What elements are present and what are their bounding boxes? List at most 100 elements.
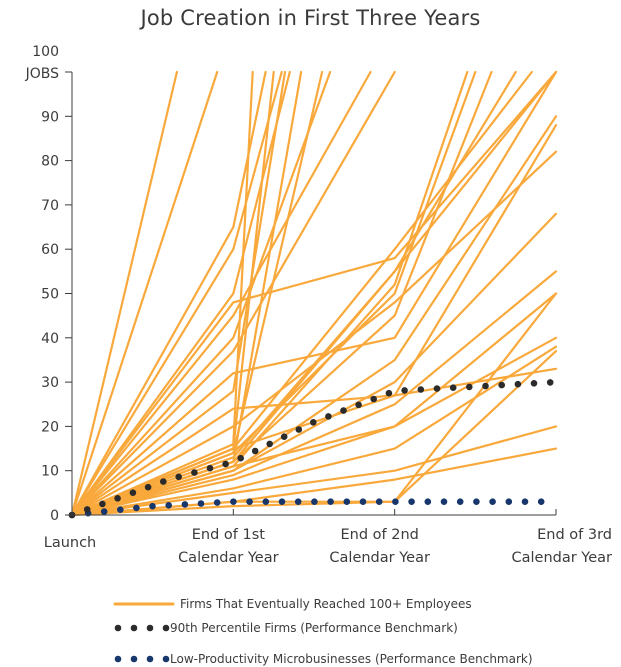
- chart-title: Job Creation in First Three Years: [140, 6, 481, 30]
- legend-dot: [114, 655, 122, 663]
- y-axis-label: JOBS: [25, 66, 60, 82]
- percentile-series-dot-8: [191, 469, 198, 476]
- firm-line-19: [70, 212, 558, 517]
- percentile-series-dot-27: [482, 382, 489, 390]
- legend-label-2: Low-Productivity Microbusinesses (Perfor…: [170, 652, 533, 666]
- percentile-series-dot-29: [514, 380, 522, 388]
- legend: Firms That Eventually Reached 100+ Emplo…: [113, 597, 533, 666]
- percentile-series-dot-22: [401, 387, 408, 394]
- y-tick-label: 100: [32, 44, 59, 60]
- firm-line-18: [70, 115, 558, 517]
- firm-line-7: [70, 70, 287, 517]
- percentile-series-dot-12: [251, 447, 259, 455]
- legend-dot: [162, 624, 170, 632]
- firm-line-2: [70, 70, 291, 517]
- micro-series-dot-29: [537, 498, 545, 506]
- legend-percentile-swatch: [114, 624, 170, 632]
- y-tick-label: 60: [41, 242, 59, 258]
- firm-line-4: [70, 70, 283, 517]
- firm-line-1: [70, 70, 219, 517]
- micro-series-dot-24: [456, 498, 464, 506]
- firm-line-5: [70, 70, 558, 517]
- micro-series-dot-26: [489, 498, 496, 506]
- percentile-series-dot-6: [160, 478, 167, 485]
- percentile-series-dot-5: [144, 483, 152, 491]
- y-tick-label: 0: [50, 508, 59, 524]
- micro-series-dot-5: [149, 502, 156, 510]
- percentile-series-dot-31: [546, 379, 554, 386]
- percentile-series-dot-11: [237, 454, 244, 462]
- firm-line-6: [70, 70, 396, 517]
- legend-dot: [146, 655, 154, 663]
- micro-series-dot-7: [181, 501, 189, 508]
- firm-line-0: [70, 70, 178, 517]
- firm-line-13: [70, 70, 477, 517]
- y-tick-label: 20: [41, 419, 59, 435]
- percentile-series: [68, 379, 554, 519]
- micro-series-dot-21: [408, 498, 415, 506]
- firm-lines: [70, 70, 558, 517]
- legend-dot: [146, 624, 154, 632]
- percentile-series-dot-7: [175, 473, 182, 481]
- percentile-series-dot-1: [83, 506, 91, 513]
- micro-series-dot-23: [440, 498, 448, 506]
- micro-series-dot-9: [213, 499, 221, 506]
- firm-line-22: [70, 270, 558, 517]
- micro-series-dot-4: [133, 504, 140, 512]
- micro-series-dot-27: [505, 498, 513, 506]
- firm-line-29: [70, 150, 558, 517]
- percentile-series-dot-2: [99, 500, 106, 508]
- y-tick-label: 80: [41, 154, 59, 170]
- percentile-series-dot-17: [325, 413, 332, 420]
- percentile-series-dot-9: [206, 464, 214, 472]
- micro-series: [68, 498, 545, 519]
- percentile-series-dot-19: [355, 401, 362, 409]
- percentile-series-dot-3: [114, 495, 121, 502]
- percentile-series-dot-4: [129, 489, 137, 497]
- x-tick-label: End of 3rd: [537, 527, 612, 543]
- percentile-series-dot-10: [222, 460, 229, 468]
- micro-series-dot-12: [262, 498, 270, 506]
- y-tick-label: 90: [41, 109, 59, 125]
- micro-series-dot-19: [375, 498, 383, 506]
- legend-label-1: 90th Percentile Firms (Performance Bench…: [170, 621, 458, 635]
- micro-series-dot-20: [392, 498, 399, 506]
- percentile-series-dot-30: [530, 380, 538, 387]
- legend-dot: [130, 655, 138, 663]
- legend-micro-swatch: [114, 655, 170, 663]
- legend-dot: [114, 624, 122, 632]
- micro-series-dot-13: [278, 498, 286, 506]
- percentile-series-dot-25: [449, 384, 457, 392]
- firm-line-8: [70, 70, 558, 517]
- percentile-series-dot-26: [466, 383, 473, 391]
- micro-series-dot-22: [424, 498, 432, 506]
- legend-label-0: Firms That Eventually Reached 100+ Emplo…: [180, 597, 472, 611]
- percentile-series-dot-18: [340, 407, 347, 414]
- micro-series-dot-6: [165, 502, 172, 509]
- percentile-series-dot-23: [417, 386, 425, 393]
- firm-line-9: [70, 70, 254, 517]
- micro-series-dot-14: [294, 498, 302, 506]
- x-tick-label: Launch: [44, 535, 97, 551]
- micro-series-dot-15: [311, 498, 318, 506]
- firm-line-3: [70, 70, 267, 517]
- legend-dot: [162, 655, 170, 663]
- y-tick-label: 30: [41, 375, 59, 391]
- x-tick-label-line2: Calendar Year: [511, 550, 612, 566]
- firm-line-32: [70, 70, 332, 517]
- firm-line-20: [70, 70, 558, 517]
- x-tick-label: End of 1st: [192, 527, 266, 543]
- firm-line-33: [70, 124, 558, 517]
- micro-series-dot-10: [230, 498, 237, 506]
- micro-series-dot-8: [197, 500, 205, 507]
- x-tick-label-line2: Calendar Year: [329, 550, 430, 566]
- percentile-series-dot-24: [433, 385, 441, 392]
- micro-series-dot-2: [100, 508, 108, 515]
- legend-dot: [130, 624, 138, 632]
- firm-line-21: [70, 292, 558, 517]
- micro-series-dot-18: [359, 498, 367, 506]
- firm-line-16: [70, 70, 493, 517]
- firm-line-30: [70, 367, 558, 517]
- micro-series-dot-25: [473, 498, 480, 506]
